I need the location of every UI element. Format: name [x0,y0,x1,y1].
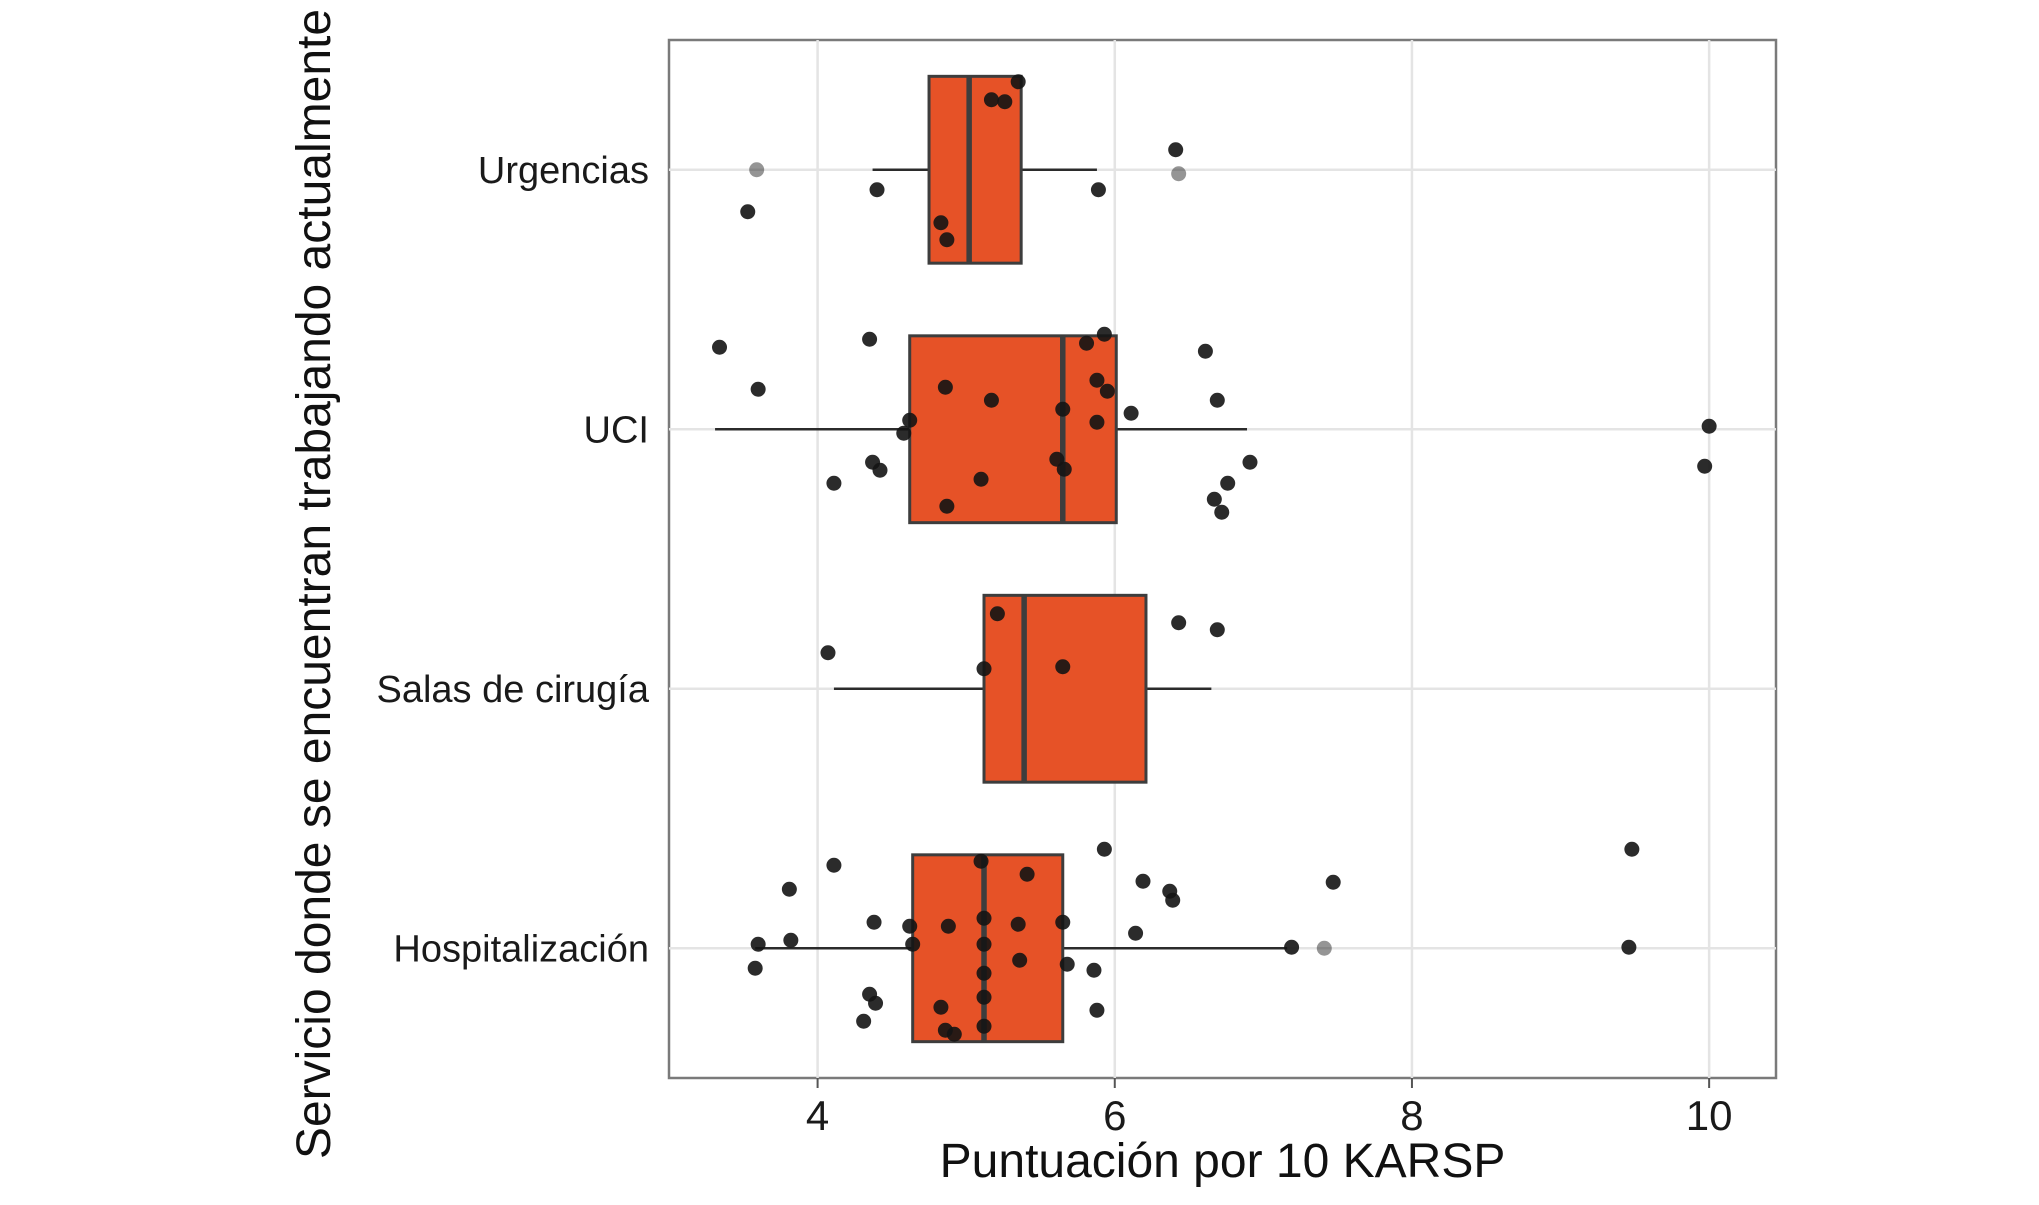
data-point [1206,491,1222,507]
data-point [1701,418,1717,434]
data-point [939,232,955,248]
data-point [896,425,912,441]
data-point [1171,615,1187,631]
category-label-1: UCI [584,409,649,451]
box-1 [908,334,1118,525]
category-label-2: Salas de cirugía [377,669,650,711]
data-point [1079,335,1095,351]
data-point [826,857,842,873]
data-point [1284,939,1300,955]
data-point [976,965,992,981]
data-point [1089,1002,1105,1018]
data-point [1089,414,1105,430]
data-point [783,932,799,948]
data-point [976,936,992,952]
data-point [976,989,992,1005]
data-point [750,936,766,952]
data-point [1086,962,1102,978]
y-axis-title: Servicio donde se encuentran trabajando … [288,9,341,1159]
data-point [872,462,888,478]
data-point [997,94,1013,110]
data-point [940,918,956,934]
data-point [937,379,953,395]
x-tick-label: 4 [806,1092,829,1139]
x-tick-label: 10 [1686,1092,1733,1139]
data-point [939,498,955,514]
data-point [1220,475,1236,491]
data-point [983,392,999,408]
data-point [747,960,763,976]
data-point [1055,401,1071,417]
data-point [1128,925,1144,941]
data-point [1316,940,1332,956]
data-point [973,471,989,487]
data-point [946,1026,962,1042]
data-point [862,331,878,347]
data-point [750,381,766,397]
data-point [866,914,882,930]
data-point [868,995,884,1011]
data-point [933,215,949,231]
x-tick-label: 8 [1400,1092,1423,1139]
data-point [973,853,989,869]
data-point [1010,74,1026,90]
data-point [1012,952,1028,968]
data-point [933,999,949,1015]
data-point [826,475,842,491]
data-point [749,162,765,178]
data-point [1197,343,1213,359]
data-point [983,92,999,108]
data-point [1171,166,1187,182]
data-point [976,661,992,677]
data-point [740,204,756,220]
data-point [1019,866,1035,882]
box-2 [982,593,1148,784]
data-point [1621,939,1637,955]
data-point [1096,841,1112,857]
data-point [1059,956,1075,972]
data-point [869,182,885,198]
category-label-3: Hospitalización [393,928,649,970]
x-axis-title: Puntuación por 10 KARSP [940,1135,1506,1188]
data-point [1624,841,1640,857]
data-point [1010,916,1026,932]
data-point [1123,405,1139,421]
data-point [1056,461,1072,477]
category-label-0: Urgencias [478,150,649,192]
data-point [989,606,1005,622]
plot-panel [667,38,1778,1080]
data-point [1214,504,1230,520]
data-point [976,1018,992,1034]
data-point [1165,892,1181,908]
data-point [976,910,992,926]
data-point [905,936,921,952]
data-point [820,645,836,661]
data-point [1168,142,1184,158]
data-point [1096,326,1112,342]
data-point [1055,914,1071,930]
data-point [1242,454,1258,470]
data-point [1209,622,1225,638]
x-tick-label: 6 [1103,1092,1126,1139]
data-point [856,1013,872,1029]
data-point [1089,372,1105,388]
data-point [1209,392,1225,408]
data-point [902,412,918,428]
data-point [712,339,728,355]
data-point [902,918,918,934]
data-point [1099,383,1115,399]
data-point [1055,659,1071,675]
data-point [1090,182,1106,198]
data-point [1325,874,1341,890]
data-point [1697,458,1713,474]
data-point [1135,873,1151,889]
data-point [781,881,797,897]
